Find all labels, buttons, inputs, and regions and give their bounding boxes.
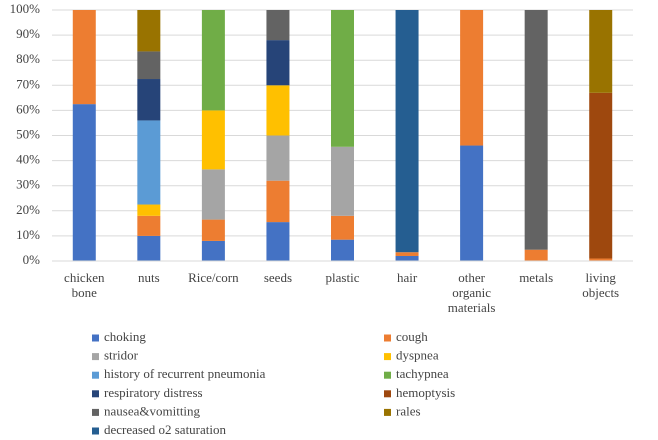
y-tick-label: 70% (16, 76, 40, 91)
legend-label: choking (104, 329, 146, 344)
bar-segment (266, 10, 290, 41)
x-tick-label: seeds (263, 270, 293, 285)
legend-label: tachypnea (396, 366, 449, 381)
bar-segment (460, 10, 484, 146)
legend-swatch (384, 390, 391, 398)
bar-segment (72, 104, 96, 261)
x-tick-label: metals (519, 270, 554, 285)
legend-swatch (384, 353, 391, 361)
legend-label: cough (396, 329, 428, 344)
bar-segment (266, 180, 290, 223)
legend-label: history of recurrent pneumonia (104, 366, 266, 381)
x-tick-label: Rice/corn (188, 270, 239, 285)
y-tick-label: 0% (23, 252, 41, 267)
y-tick-label: 10% (16, 227, 40, 242)
legend-label: dyspnea (396, 348, 439, 363)
legend-label: hemoptysis (396, 385, 455, 400)
bar-segment (137, 51, 161, 80)
bar-segment (201, 219, 225, 241)
bar-segment (137, 79, 161, 121)
bar-segment (201, 110, 225, 170)
legend-swatch (92, 427, 99, 435)
bar-segment (331, 10, 354, 147)
bar-segment (331, 146, 354, 216)
legend-label: respiratory distress (104, 385, 203, 400)
y-tick-label: 50% (16, 126, 40, 141)
legend-label: nausea&vomitting (104, 403, 201, 418)
x-tick-label: living objects (582, 270, 620, 300)
x-tick-label: other organic materials (447, 270, 496, 315)
legend-swatch (92, 371, 99, 379)
x-tick-label: hair (396, 270, 418, 285)
y-tick-label: 20% (16, 202, 40, 217)
y-tick-label: 30% (16, 177, 40, 192)
legend-swatch (92, 408, 99, 416)
y-tick-label: 100% (10, 1, 41, 16)
bar-segment (589, 92, 613, 259)
legend-swatch (384, 408, 391, 416)
bar-segment (137, 235, 161, 261)
bar-segment (266, 135, 290, 181)
bar-segment (266, 85, 290, 136)
bar-segment (201, 240, 225, 261)
y-tick-label: 90% (16, 26, 40, 41)
bar-segment (524, 10, 548, 250)
bar-segment (331, 239, 354, 261)
bar-segment (395, 10, 419, 253)
x-tick-label: plastic (325, 270, 360, 285)
bar-segment (266, 222, 290, 261)
bar-segment (395, 255, 419, 261)
legend-swatch (92, 334, 99, 342)
bar-segment (137, 10, 161, 52)
bar-segment (201, 169, 225, 220)
bar-segment (524, 249, 548, 261)
bar-segment (331, 215, 354, 240)
bar-segment (137, 215, 161, 236)
bar-segment (266, 40, 290, 86)
bar-segment (137, 120, 161, 205)
legend-swatch (384, 334, 391, 342)
legend-label: rales (396, 403, 421, 418)
bar-segment (589, 10, 613, 93)
legend-swatch (92, 390, 99, 398)
legend-label: decreased o2 saturation (104, 422, 227, 437)
legend-swatch (384, 371, 391, 379)
bar-segment (137, 204, 161, 216)
x-tick-label: chicken bone (64, 270, 105, 300)
x-tick-label: nuts (137, 270, 160, 285)
bar-segment (201, 10, 225, 111)
legend-label: stridor (104, 348, 139, 363)
y-tick-label: 60% (16, 101, 40, 116)
legend-swatch (92, 353, 99, 361)
bar-segment (460, 145, 484, 261)
bar-segment (589, 258, 613, 261)
bar-segment (72, 10, 96, 105)
y-tick-label: 80% (16, 51, 40, 66)
y-tick-label: 40% (16, 152, 40, 167)
bar-segment (395, 252, 419, 256)
